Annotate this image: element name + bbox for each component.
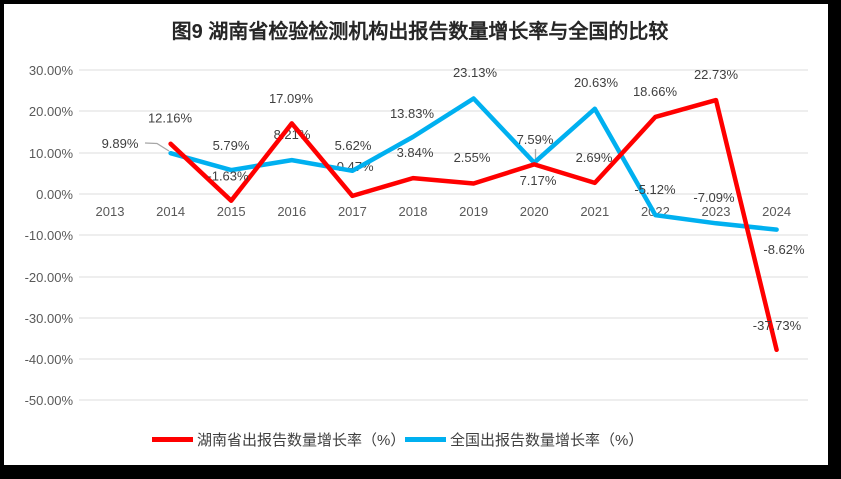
leader-line-9-89 [144, 142, 170, 152]
label-national-2022: -5.12% [634, 182, 676, 197]
label-national-2023: -7.09% [693, 190, 735, 205]
x-tick-2019: 2019 [459, 204, 488, 219]
x-tick-2021: 2021 [580, 204, 609, 219]
label-national-2024: -8.62% [763, 242, 805, 257]
label-national-2018: 13.83% [390, 106, 435, 121]
label-national-2021: 20.63% [574, 75, 619, 90]
label-hunan-2021: 2.69% [576, 150, 613, 165]
legend: 湖南省出报告数量增长率（%） 全国出报告数量增长率（%） [152, 431, 643, 449]
x-tick-2015: 2015 [217, 204, 246, 219]
legend-label-national: 全国出报告数量增长率（%） [450, 431, 643, 449]
x-tick-2016: 2016 [277, 204, 306, 219]
x-tick-2023: 2023 [702, 204, 731, 219]
label-national-2020: 7.59% [517, 132, 554, 147]
label-national-2017: 5.62% [335, 138, 372, 153]
label-hunan-2016: 17.09% [269, 91, 314, 106]
y-tick-neg10: -10.00% [25, 228, 74, 243]
legend-label-hunan: 湖南省出报告数量增长率（%） [197, 432, 405, 449]
label-hunan-2023: 22.73% [694, 67, 739, 82]
label-hunan-2020: 7.17% [520, 173, 557, 188]
chart-title: 图9 湖南省检验检测机构出报告数量增长率与全国的比较 [172, 19, 669, 43]
y-tick-0: 0.00% [36, 187, 73, 202]
y-tick-neg50: -50.00% [25, 393, 74, 408]
label-national-2014: 9.89% [102, 136, 139, 151]
label-hunan-2019: 2.55% [454, 150, 491, 165]
label-hunan-2018: 3.84% [397, 145, 434, 160]
x-tick-2017: 2017 [338, 204, 367, 219]
label-hunan-2022: 18.66% [633, 84, 678, 99]
label-national-2019: 23.13% [453, 65, 498, 80]
label-hunan-2024: -37.73% [753, 318, 802, 333]
label-national-2015: 5.79% [213, 138, 250, 153]
y-tick-neg20: -20.00% [25, 270, 74, 285]
x-tick-2024: 2024 [762, 204, 791, 219]
y-tick-20: 20.00% [29, 104, 74, 119]
x-tick-2018: 2018 [399, 204, 428, 219]
y-tick-neg40: -40.00% [25, 352, 74, 367]
x-tick-2020: 2020 [520, 204, 549, 219]
y-tick-30: 30.00% [29, 63, 74, 78]
national-series-line [168, 96, 779, 232]
label-hunan-2015: -1.63% [207, 169, 249, 184]
y-tick-neg30: -30.00% [25, 311, 74, 326]
x-tick-2014: 2014 [156, 204, 185, 219]
label-hunan-2014: 12.16% [148, 111, 193, 126]
hunan-series-line [168, 97, 779, 353]
y-tick-10: 10.00% [29, 146, 74, 161]
x-tick-2013: 2013 [96, 204, 125, 219]
